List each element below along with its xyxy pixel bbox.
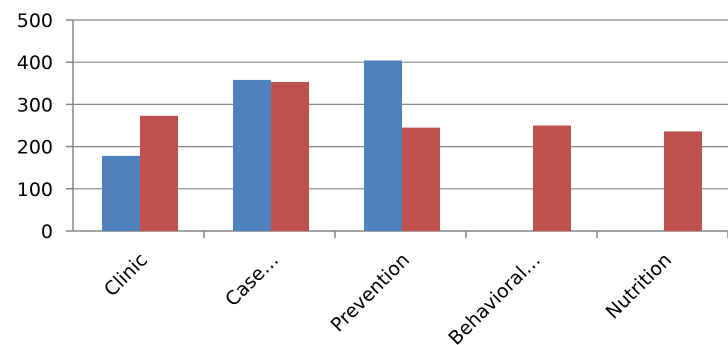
x-category-label: Behavioral… (444, 249, 545, 345)
x-category-label: Clinic (100, 249, 152, 301)
x-category-label: Nutrition (602, 249, 676, 323)
bar-s2-2 (402, 127, 440, 231)
y-tick-label: 100 (17, 179, 53, 201)
x-category-label: Case… (221, 249, 283, 311)
y-tick-label: 300 (17, 94, 53, 116)
y-tick-label: 500 (17, 10, 53, 32)
y-tick-label: 400 (17, 52, 53, 74)
bar-s2-0 (140, 115, 178, 231)
bar-s1-1 (233, 79, 271, 231)
bar-s2-4 (664, 131, 702, 231)
x-category-label: Prevention (327, 249, 414, 336)
y-tick-label: 0 (41, 221, 53, 243)
y-tick-label: 200 (17, 137, 53, 159)
bar-s1-2 (364, 60, 402, 232)
bar-s2-3 (533, 125, 571, 231)
bar-s2-1 (271, 82, 309, 231)
bar-s1-0 (102, 155, 140, 231)
